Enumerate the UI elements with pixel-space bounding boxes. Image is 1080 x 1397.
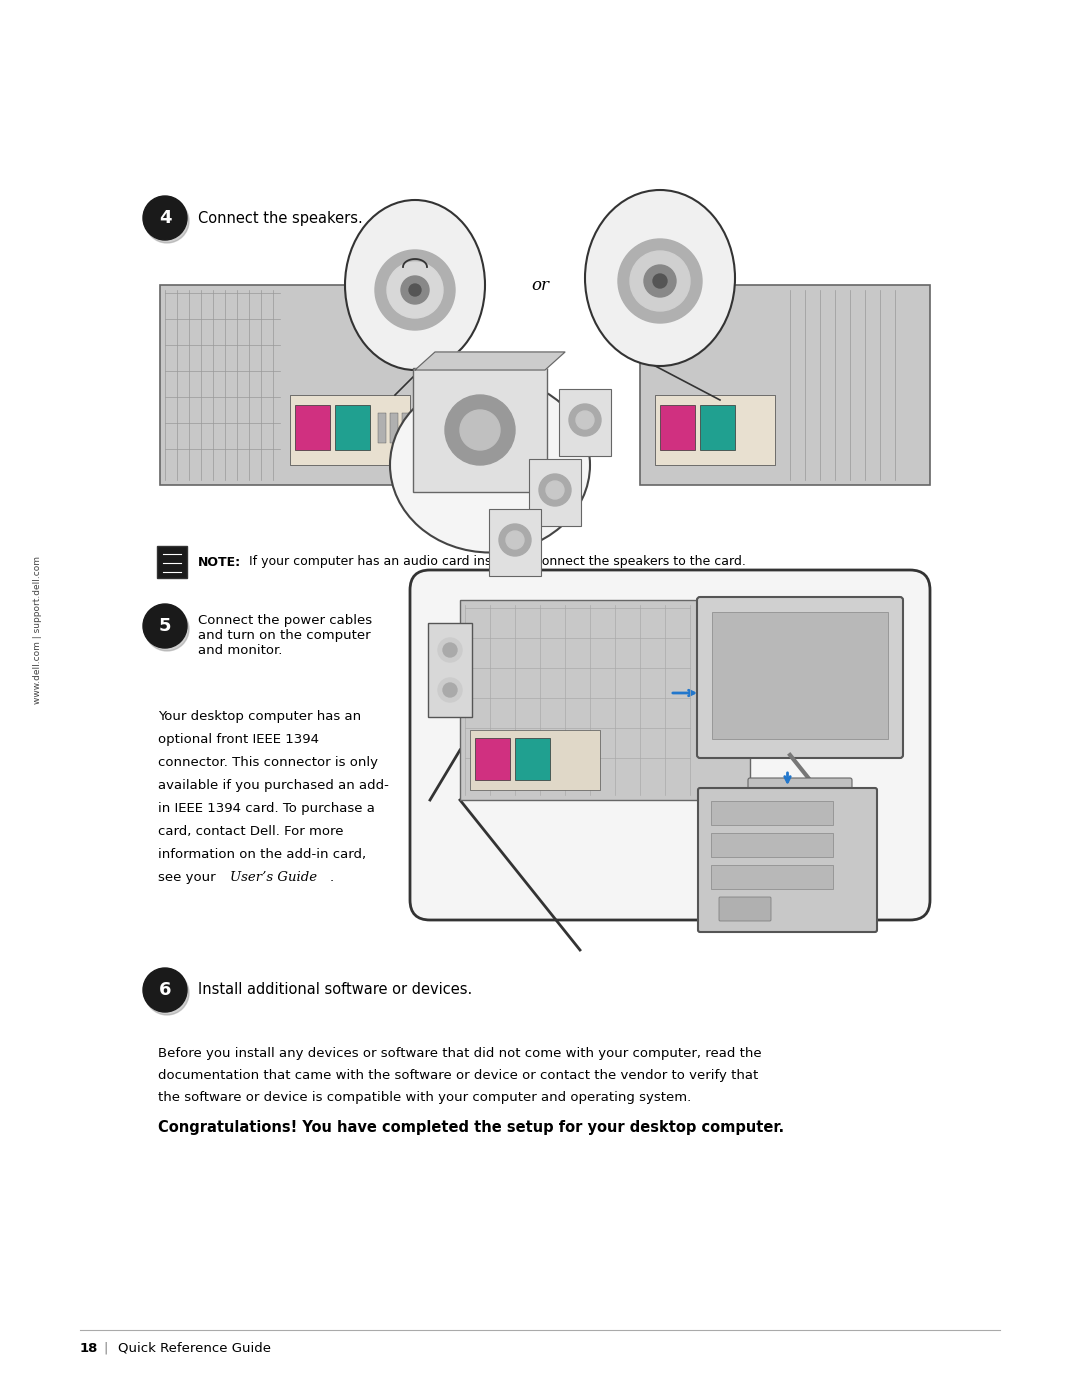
- Circle shape: [576, 411, 594, 429]
- Circle shape: [145, 971, 189, 1016]
- FancyBboxPatch shape: [697, 597, 903, 759]
- FancyBboxPatch shape: [489, 509, 541, 576]
- Ellipse shape: [345, 200, 485, 370]
- Text: 5: 5: [159, 617, 172, 636]
- FancyBboxPatch shape: [654, 395, 775, 465]
- Circle shape: [401, 277, 429, 305]
- FancyBboxPatch shape: [698, 788, 877, 932]
- Text: available if you purchased an add-: available if you purchased an add-: [158, 780, 389, 792]
- FancyBboxPatch shape: [291, 395, 410, 465]
- Circle shape: [143, 968, 187, 1011]
- Text: Before you install any devices or software that did not come with your computer,: Before you install any devices or softwa…: [158, 1046, 761, 1060]
- Circle shape: [630, 251, 690, 312]
- Text: If your computer has an audio card installed, connect the speakers to the card.: If your computer has an audio card insta…: [245, 556, 746, 569]
- Circle shape: [375, 250, 455, 330]
- Ellipse shape: [585, 190, 735, 366]
- Text: connector. This connector is only: connector. This connector is only: [158, 756, 378, 768]
- FancyBboxPatch shape: [712, 612, 888, 739]
- Text: in IEEE 1394 card. To purchase a: in IEEE 1394 card. To purchase a: [158, 802, 375, 814]
- Text: NOTE:: NOTE:: [198, 556, 241, 569]
- Text: www.dell.com | support.dell.com: www.dell.com | support.dell.com: [33, 556, 42, 704]
- Circle shape: [618, 239, 702, 323]
- FancyBboxPatch shape: [390, 414, 399, 443]
- FancyBboxPatch shape: [413, 367, 546, 492]
- Ellipse shape: [390, 377, 590, 552]
- FancyBboxPatch shape: [335, 405, 370, 450]
- Text: card, contact Dell. For more: card, contact Dell. For more: [158, 826, 343, 838]
- FancyBboxPatch shape: [470, 731, 600, 789]
- Circle shape: [143, 196, 187, 240]
- FancyBboxPatch shape: [410, 570, 930, 921]
- Text: 18: 18: [80, 1341, 98, 1355]
- Circle shape: [644, 265, 676, 298]
- FancyBboxPatch shape: [515, 738, 550, 780]
- Circle shape: [546, 481, 564, 499]
- Text: Congratulations! You have completed the setup for your desktop computer.: Congratulations! You have completed the …: [158, 1120, 784, 1134]
- Circle shape: [143, 604, 187, 648]
- Circle shape: [653, 274, 667, 288]
- Circle shape: [438, 638, 462, 662]
- Text: LINE OUT: LINE OUT: [637, 313, 683, 323]
- FancyBboxPatch shape: [460, 599, 750, 800]
- Text: see your: see your: [158, 870, 220, 884]
- Text: .: .: [330, 870, 334, 884]
- Text: 4: 4: [159, 210, 172, 226]
- FancyBboxPatch shape: [719, 897, 771, 921]
- Circle shape: [443, 643, 457, 657]
- FancyBboxPatch shape: [559, 388, 611, 455]
- FancyBboxPatch shape: [700, 405, 735, 450]
- Text: |: |: [103, 1341, 107, 1355]
- Text: DELL: DELL: [737, 907, 754, 912]
- Circle shape: [387, 263, 443, 319]
- Circle shape: [409, 284, 421, 296]
- FancyBboxPatch shape: [640, 285, 930, 485]
- Circle shape: [145, 198, 189, 243]
- Text: Your desktop computer has an: Your desktop computer has an: [158, 710, 361, 724]
- Text: 6: 6: [159, 981, 172, 999]
- FancyBboxPatch shape: [711, 865, 833, 888]
- Text: documentation that came with the software or device or contact the vendor to ver: documentation that came with the softwar…: [158, 1069, 758, 1083]
- FancyBboxPatch shape: [157, 546, 187, 578]
- Text: Connect the speakers.: Connect the speakers.: [198, 211, 363, 225]
- Circle shape: [460, 409, 500, 450]
- FancyBboxPatch shape: [295, 405, 330, 450]
- Text: Install additional software or devices.: Install additional software or devices.: [198, 982, 472, 997]
- Text: User’s Guide: User’s Guide: [230, 870, 318, 884]
- Text: optional front IEEE 1394: optional front IEEE 1394: [158, 733, 319, 746]
- FancyBboxPatch shape: [475, 738, 510, 780]
- FancyBboxPatch shape: [428, 623, 472, 717]
- FancyBboxPatch shape: [160, 285, 450, 485]
- Circle shape: [438, 678, 462, 703]
- Circle shape: [569, 404, 600, 436]
- Text: or: or: [531, 277, 549, 293]
- Text: Connect the power cables
and turn on the computer
and monitor.: Connect the power cables and turn on the…: [198, 615, 373, 657]
- Circle shape: [443, 683, 457, 697]
- Circle shape: [445, 395, 515, 465]
- Circle shape: [145, 608, 189, 651]
- FancyBboxPatch shape: [711, 800, 833, 826]
- Circle shape: [539, 474, 571, 506]
- Circle shape: [507, 531, 524, 549]
- FancyBboxPatch shape: [748, 778, 852, 800]
- Polygon shape: [415, 352, 565, 370]
- FancyBboxPatch shape: [660, 405, 696, 450]
- FancyBboxPatch shape: [378, 414, 386, 443]
- Text: the software or device is compatible with your computer and operating system.: the software or device is compatible wit…: [158, 1091, 691, 1104]
- FancyBboxPatch shape: [711, 833, 833, 856]
- Circle shape: [499, 524, 531, 556]
- Text: Quick Reference Guide: Quick Reference Guide: [118, 1341, 271, 1355]
- Text: information on the add-in card,: information on the add-in card,: [158, 848, 366, 861]
- FancyBboxPatch shape: [529, 460, 581, 527]
- FancyBboxPatch shape: [402, 414, 410, 443]
